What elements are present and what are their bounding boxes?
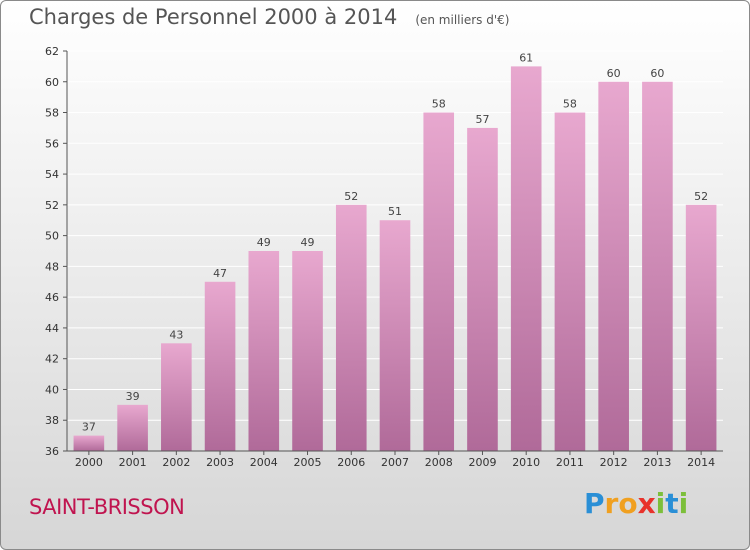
bar-value-label: 60 [650, 67, 664, 80]
y-tick-label: 36 [45, 445, 59, 458]
bar-value-label: 52 [344, 190, 358, 203]
logo-letter: t [665, 487, 679, 520]
y-tick-label: 60 [45, 76, 59, 89]
bar [379, 220, 411, 451]
chart-subtitle: (en milliers d'€) [415, 13, 510, 27]
bar-value-label: 51 [388, 205, 402, 218]
logo-letter: r [604, 487, 619, 520]
x-tick-label: 2014 [687, 456, 715, 469]
y-tick-label: 40 [45, 383, 59, 396]
y-tick-label: 50 [45, 230, 59, 243]
y-tick-label: 48 [45, 260, 59, 273]
bar-value-label: 49 [301, 236, 315, 249]
axes [63, 50, 723, 455]
x-tick-label: 2008 [425, 456, 453, 469]
chart-title-text: Charges de Personnel 2000 à 2014 [29, 5, 398, 29]
bar-value-label: 47 [213, 267, 227, 280]
bar-value-label: 49 [257, 236, 271, 249]
bar-value-label: 58 [563, 98, 577, 111]
logo-letter: i [678, 487, 689, 520]
x-tick-label: 2003 [206, 456, 234, 469]
bar [292, 251, 323, 451]
bar-value-label: 52 [694, 190, 708, 203]
bar-value-label: 39 [126, 390, 140, 403]
logo-letter: i [655, 487, 666, 520]
bar [423, 112, 455, 452]
bar [685, 204, 717, 451]
x-tick-label: 2006 [337, 456, 365, 469]
x-tick-label: 2013 [643, 456, 671, 469]
x-tick-label: 2005 [294, 456, 322, 469]
bar-value-label: 37 [82, 421, 96, 434]
y-tick-label: 62 [45, 45, 59, 58]
bar [248, 251, 280, 451]
x-tick-label: 2007 [381, 456, 409, 469]
x-tick-label: 2010 [512, 456, 540, 469]
logo-letter: x [637, 487, 656, 520]
x-tick-label: 2012 [600, 456, 628, 469]
bar [335, 204, 367, 451]
city-name: SAINT-BRISSON [29, 495, 185, 519]
y-tick-label: 52 [45, 199, 59, 212]
bar-value-label: 57 [475, 113, 489, 126]
bar [204, 281, 236, 451]
labels: 36 38 40 42 44 46 48 50 52 54 56 58 60 62 37 2000 39 2001… [45, 45, 715, 469]
bar [642, 81, 673, 452]
bar [161, 343, 192, 451]
bar-value-label: 43 [169, 328, 183, 341]
y-tick-label: 38 [45, 414, 59, 427]
bar [73, 435, 105, 451]
x-tick-label: 2004 [250, 456, 278, 469]
logo-letter: P [584, 487, 605, 520]
x-tick-label: 2011 [556, 456, 584, 469]
y-tick-label: 54 [45, 168, 59, 181]
bars [73, 66, 717, 452]
bar [554, 112, 586, 452]
bar [510, 66, 542, 451]
y-tick-label: 46 [45, 291, 59, 304]
y-tick-label: 44 [45, 322, 59, 335]
x-tick-label: 2001 [119, 456, 147, 469]
y-tick-label: 58 [45, 107, 59, 120]
bar [598, 81, 629, 452]
y-tick-label: 42 [45, 353, 59, 366]
x-tick-label: 2002 [162, 456, 190, 469]
x-tick-label: 2000 [75, 456, 103, 469]
bar-value-label: 60 [607, 67, 621, 80]
y-tick-label: 56 [45, 137, 59, 150]
logo-letter: o [618, 487, 638, 520]
bar [467, 127, 498, 451]
x-tick-label: 2009 [468, 456, 496, 469]
chart-title: Charges de Personnel 2000 à 2014 (en mill… [29, 5, 509, 29]
bar [117, 404, 148, 451]
proxiti-logo[interactable]: Proxiti [584, 487, 688, 520]
bar-value-label: 61 [519, 51, 533, 64]
bar-value-label: 58 [432, 98, 446, 111]
